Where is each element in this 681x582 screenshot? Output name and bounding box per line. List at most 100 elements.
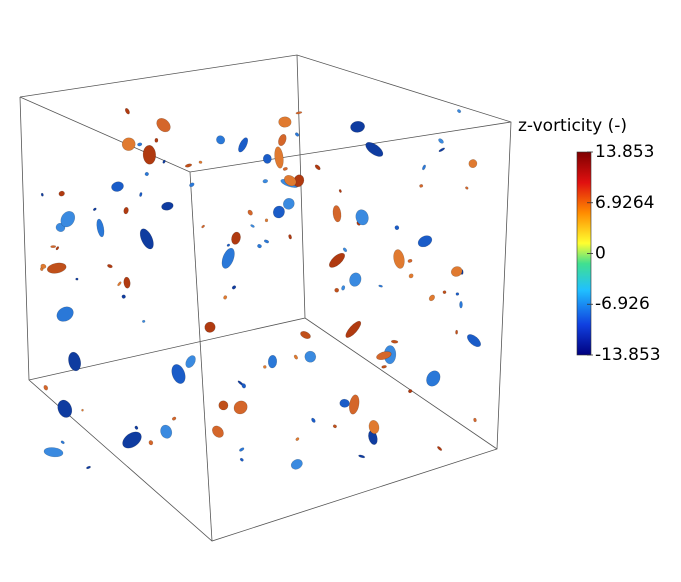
vortex-blob [171, 416, 177, 421]
tick-label: 13.853 [595, 142, 654, 162]
vortex-blob [293, 354, 298, 360]
vortex-blob [123, 276, 131, 289]
vortex-blob [171, 364, 186, 384]
vortex-blob [55, 246, 60, 251]
vortex-blob [272, 205, 285, 219]
vortex-blob [264, 218, 269, 223]
vortex-blob [358, 454, 366, 459]
vortex-blob [332, 424, 337, 429]
vortex-blob [204, 321, 216, 333]
vortex-blob [278, 116, 292, 128]
vortex-blob [467, 334, 481, 348]
vortex-blob [262, 153, 272, 164]
vortex-blob [465, 186, 469, 190]
vortex-blob [247, 209, 253, 216]
vortex-blob [450, 266, 463, 277]
vortex-blob [58, 190, 65, 197]
vortex-blob [290, 459, 303, 470]
vortex-blob [86, 465, 91, 470]
vortex-blob [226, 243, 231, 247]
tick-label: -13.853 [595, 345, 661, 365]
vortex-blob [438, 147, 445, 152]
vortex-blob [437, 446, 443, 451]
tick-label: 0 [595, 244, 606, 264]
vortex-blob [107, 264, 113, 269]
vortex-blob [117, 281, 122, 287]
vortex-blob [288, 234, 292, 240]
vortex-blob [148, 440, 154, 446]
vortex-blob [239, 447, 245, 452]
vortex-blob [257, 244, 262, 249]
vortex-blob [295, 437, 300, 441]
vortex-blob [393, 249, 405, 269]
vortex-blob [144, 171, 149, 177]
vortex-blob [428, 294, 435, 302]
vortex-blob [300, 331, 311, 339]
vortex-blob [241, 383, 247, 389]
vortex-blob [185, 355, 196, 368]
vortex-blob [376, 351, 392, 360]
vortex-blob [304, 350, 317, 363]
vortex-blob [311, 417, 316, 423]
vortex-blob [341, 285, 346, 291]
vortex-blob [295, 132, 300, 137]
vortex-blob [394, 225, 400, 231]
vortex-blob [426, 370, 441, 387]
vortex-blob [156, 118, 171, 133]
vortex-blob [283, 197, 295, 210]
vortex-blob [314, 164, 321, 171]
vortex-blob [381, 365, 387, 369]
tick-label: 6.9264 [595, 193, 654, 213]
vortex-blob [121, 294, 126, 299]
vortex-blob [350, 121, 365, 133]
vortex-blob [417, 235, 433, 248]
vortex-blob [201, 224, 205, 229]
vortex-blob [60, 440, 65, 445]
vortex-blob [250, 224, 255, 228]
vortex-blob [408, 273, 414, 279]
vortex-blob [390, 339, 399, 344]
vortex-blob [238, 137, 249, 153]
vortex-blob [349, 394, 360, 415]
vortex-blob [262, 179, 269, 184]
vortex-blob [40, 263, 47, 269]
vortex-blob [56, 306, 74, 322]
vortex-blob [282, 167, 288, 171]
vortex-blob [124, 108, 130, 115]
vortex-blob [123, 206, 129, 215]
vortex-blob [455, 292, 460, 296]
vortex-blob [43, 384, 49, 391]
vortex-blob [338, 189, 342, 193]
vortex-blob [368, 420, 380, 434]
vortex-blob [134, 425, 139, 430]
vortex-blob [422, 164, 426, 171]
vortex-blob [263, 239, 270, 244]
vortex-blob [339, 398, 350, 408]
vortex-structures [40, 108, 481, 470]
color-legend: z-vorticity (-) 13.853 6.9264 0 -6.926 -13.8… [518, 116, 661, 365]
vortex-blob [221, 247, 235, 269]
legend-title: z-vorticity (-) [518, 116, 627, 136]
vortex-blob [139, 228, 154, 250]
vortex-blob [468, 159, 478, 169]
vortex-blob [75, 277, 79, 281]
vortex-blob [218, 400, 229, 411]
vortex-blob [457, 109, 462, 113]
vortex-blob [46, 262, 67, 274]
vortex-blob [154, 137, 159, 143]
vortex-blob [378, 284, 383, 288]
vortex-blob [212, 425, 224, 438]
vortex-blob [329, 252, 345, 268]
vortex-blob [473, 417, 477, 423]
vortex-blob [349, 272, 362, 287]
vortex-blob [161, 201, 174, 211]
vortex-blob [332, 205, 342, 223]
vortex-blob [50, 245, 57, 248]
vortex-blob [419, 184, 424, 188]
vortex-blob [459, 301, 463, 309]
vortex-blob [40, 192, 44, 197]
vortex-blob [365, 142, 384, 157]
vortex-blob [278, 133, 287, 147]
vortex-blob [274, 146, 284, 169]
